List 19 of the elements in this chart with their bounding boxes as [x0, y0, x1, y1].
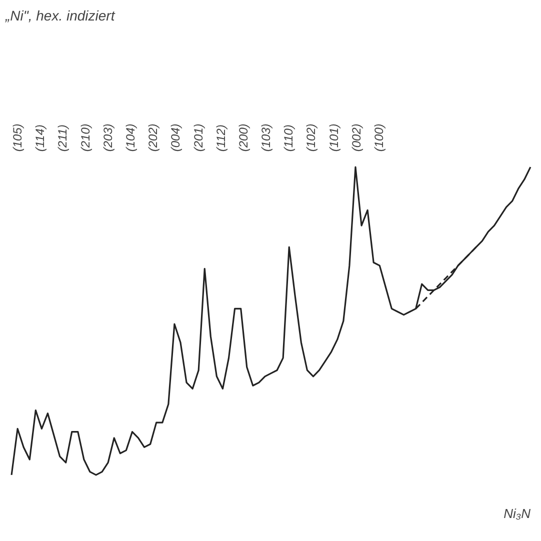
text: (202) [146, 124, 160, 152]
text: (103) [259, 124, 274, 152]
text: (203) [100, 124, 115, 152]
text: (114) [33, 124, 48, 152]
text: Ni₃N [504, 506, 532, 522]
chart-title: „Ni", hex. indiziert [4, 8, 116, 24]
text: (211) [56, 124, 70, 152]
text: (104) [124, 124, 138, 152]
text: (004) [168, 124, 183, 152]
text: (105) [10, 124, 25, 152]
text: (002) [349, 124, 364, 152]
text: (101) [326, 124, 341, 152]
text: (200) [236, 124, 250, 152]
text: (102) [304, 124, 318, 152]
text: (201) [191, 124, 206, 152]
text: (100) [372, 124, 386, 152]
text: (210) [78, 124, 92, 152]
text: (110) [282, 124, 296, 152]
text: (112) [214, 124, 228, 152]
